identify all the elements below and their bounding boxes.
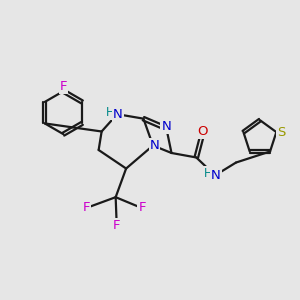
Text: N: N [161, 120, 171, 133]
Text: F: F [113, 219, 120, 232]
Text: N: N [150, 139, 159, 152]
Text: S: S [278, 126, 286, 139]
Text: H: H [106, 106, 115, 119]
Text: O: O [197, 125, 208, 138]
Text: F: F [139, 201, 146, 214]
Text: N: N [211, 169, 220, 182]
Text: H: H [204, 167, 213, 180]
Text: F: F [82, 201, 90, 214]
Text: N: N [113, 108, 123, 121]
Text: F: F [60, 80, 67, 93]
